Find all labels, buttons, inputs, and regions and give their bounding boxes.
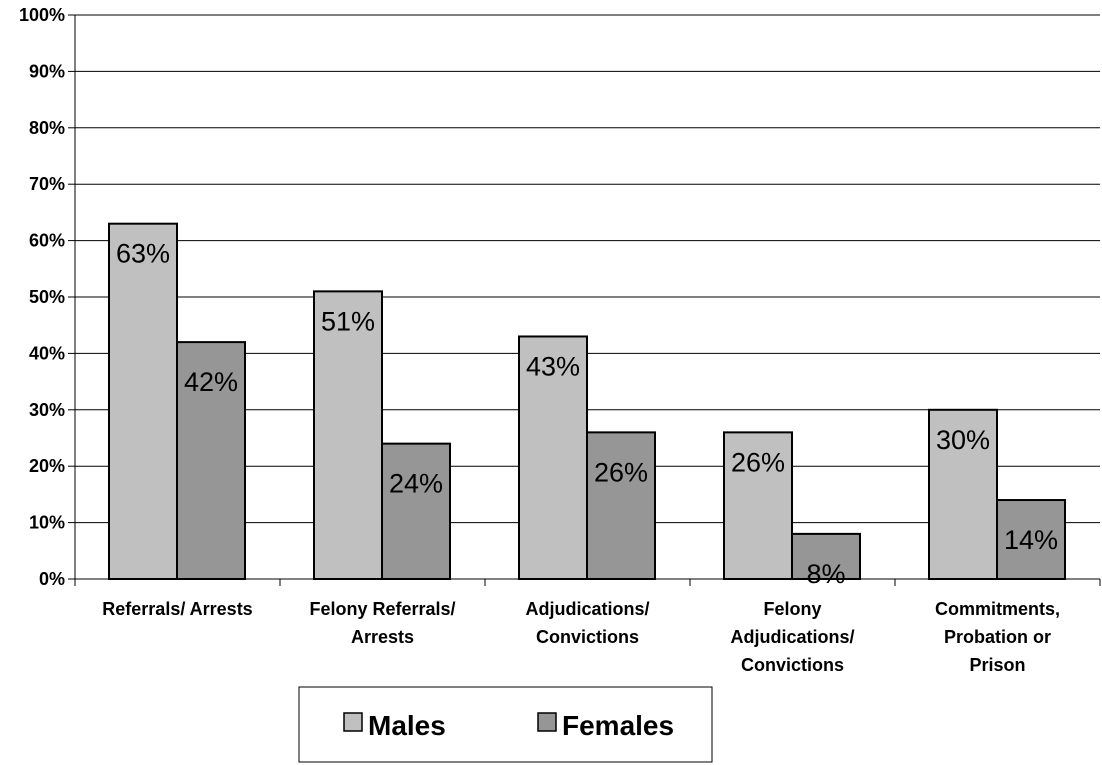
y-tick-label: 80% [29,118,65,138]
bar-females [791,532,861,581]
bar-females [996,499,1066,581]
bar-males [928,408,998,580]
y-tick-label: 0% [39,569,65,589]
legend-box [298,686,713,763]
x-axis-category-labels: Referrals/ Arrests Felony Referrals/Arres… [102,599,1060,675]
y-tick-label: 40% [29,343,65,363]
bars [108,222,1066,581]
data-label: 51% [321,306,375,336]
y-tick-label: 100% [19,5,65,25]
data-label: 63% [116,239,170,269]
data-label: 14% [1004,525,1058,555]
x-category-label: Convictions [741,655,844,675]
x-category-label: Referrals/ Arrests [102,599,252,619]
y-axis-tick-labels: 0% 10% 20% 30% 40% 50% 60% 70% 80% 90% 100% [19,5,65,589]
bar-males [723,431,793,580]
x-category-label: Adjudications/ [525,599,649,619]
data-label: 30% [936,425,990,455]
y-tick-label: 60% [29,231,65,251]
data-label: 42% [184,367,238,397]
data-label: 26% [731,447,785,477]
legend-swatch-males [343,712,363,732]
x-category-label: Convictions [536,627,639,647]
data-label: 43% [526,351,580,381]
bar-females [176,341,246,580]
bar-males [313,290,383,580]
y-tick-label: 10% [29,513,65,533]
y-tick-label: 70% [29,174,65,194]
x-category-label: Prison [969,655,1025,675]
legend: Males Females [298,686,713,763]
legend-swatch-females [537,712,557,732]
x-category-label: Commitments, [935,599,1060,619]
bar-females [586,431,656,580]
data-label: 24% [389,469,443,499]
y-tick-label: 20% [29,456,65,476]
legend-label: Females [562,710,674,741]
axes [68,14,1101,586]
data-label: 8% [806,559,845,589]
x-category-label: Felony Referrals/ [309,599,455,619]
x-category-label: Arrests [351,627,414,647]
x-category-label: Probation or [944,627,1051,647]
y-tick-label: 90% [29,61,65,81]
y-tick-label: 30% [29,400,65,420]
x-category-label: Felony [763,599,821,619]
x-category-label: Adjudications/ [730,627,854,647]
y-tick-label: 50% [29,287,65,307]
bar-females [381,442,451,581]
legend-label: Males [368,710,446,741]
data-label: 26% [594,457,648,487]
data-labels: 63% 42% 51% 24% 43% 26% 26% 8% 30% 14% [116,239,1058,589]
bar-males [108,222,178,580]
